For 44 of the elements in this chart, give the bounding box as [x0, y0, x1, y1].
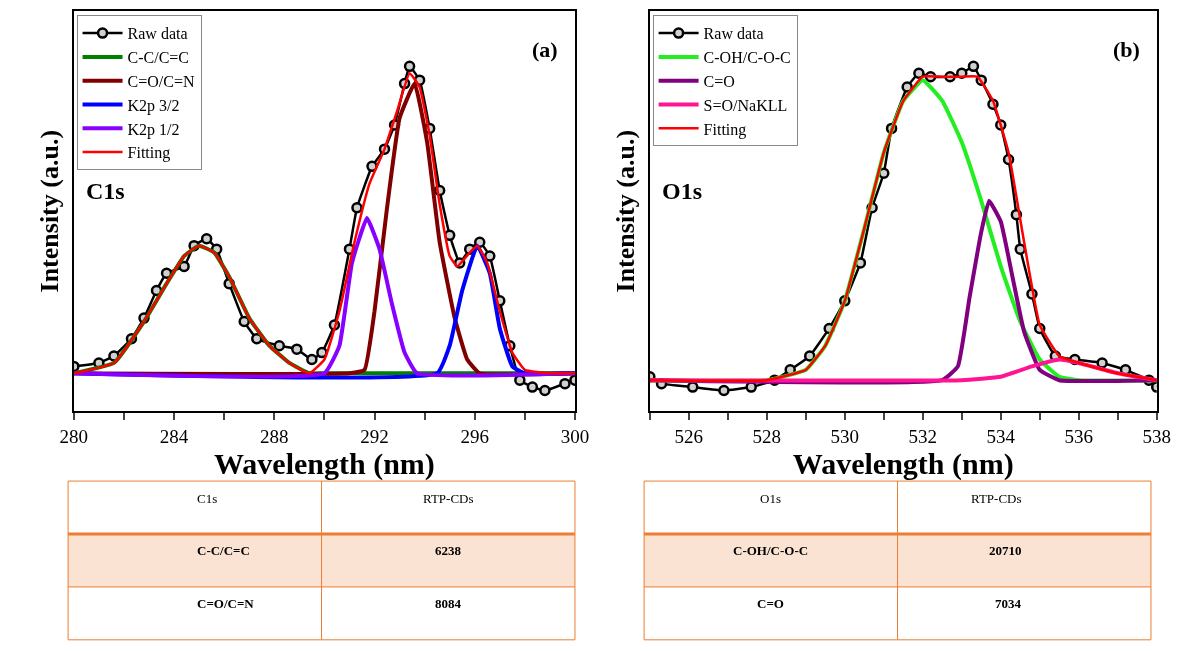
x-tick-label: 530 [830, 426, 860, 448]
legend-label: Fitting [127, 144, 171, 163]
x-tick-label: 534 [986, 426, 1016, 448]
legend-label: Raw data [703, 25, 764, 43]
text: RTP-CDs [971, 491, 1022, 506]
text: 7034 [995, 596, 1022, 611]
x-axis-title: Wavelength (nm) [213, 447, 435, 482]
x-tick-label: 288 [260, 426, 289, 448]
legend-label: C-OH/C-O-C [703, 49, 791, 67]
text: C=O/C=N [197, 596, 255, 611]
x-tick-label: 532 [908, 426, 938, 448]
text: 20710 [989, 543, 1022, 558]
legend-label: C=O/C=N [127, 72, 195, 90]
text: C-C/C=C [197, 543, 250, 558]
text: C=O [757, 596, 784, 611]
legend-label: C-C/C=C [127, 49, 190, 67]
text: O1s [760, 491, 781, 506]
x-tick-label: 526 [674, 426, 704, 448]
legend-label: Raw data [127, 25, 188, 43]
legend-label: S=O/NaKLL [703, 96, 788, 114]
text: (a) [532, 37, 558, 62]
legend-label: K2p 1/2 [127, 120, 180, 139]
x-tick-label: 300 [560, 426, 590, 448]
y-axis-title: Intensity (a.u.) [610, 129, 640, 293]
text: C1s [197, 491, 218, 506]
text: 8084 [435, 596, 462, 611]
legend-label: C=O [703, 72, 735, 90]
x-tick-label: 538 [1142, 426, 1171, 448]
text: C-OH/C-O-C [733, 543, 809, 558]
annotation: O1s [662, 178, 703, 204]
legend-label: K2p 3/2 [127, 96, 180, 115]
x-tick-label: 284 [159, 426, 189, 448]
x-axis-title: Wavelength (nm) [792, 447, 1014, 482]
annotation: C1s [86, 178, 125, 204]
text: (b) [1113, 37, 1140, 62]
x-tick-label: 528 [752, 426, 782, 448]
y-axis-title: Intensity (a.u.) [34, 129, 64, 293]
x-tick-label: 280 [59, 426, 89, 448]
text: RTP-CDs [423, 491, 474, 506]
x-tick-label: 292 [360, 426, 389, 448]
legend-label: Fitting [703, 120, 747, 139]
text: 6238 [435, 543, 462, 558]
x-tick-label: 296 [460, 426, 489, 448]
x-tick-label: 536 [1064, 426, 1093, 448]
